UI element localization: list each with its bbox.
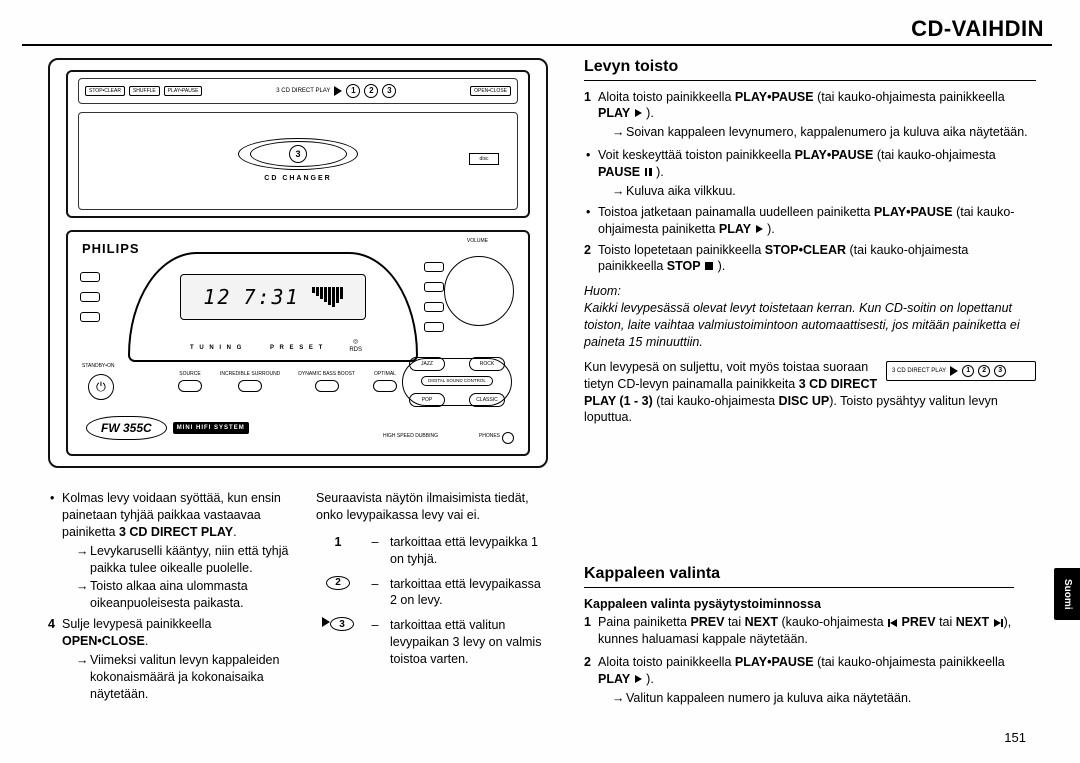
right-column: Levyn toisto 1 Aloita toisto painikkeell…: [584, 56, 1036, 426]
next-icon: [994, 614, 1003, 631]
play-icon: [635, 109, 642, 117]
direct-play-label: 3 CD DIRECT PLAY: [276, 87, 330, 95]
bullet-list: Voit keskeyttää toiston painikkeella PLA…: [584, 147, 1036, 237]
lcd-display: 12 7:31: [180, 274, 366, 320]
section-heading: Levyn toisto: [584, 56, 1036, 78]
tray-top-strip: STOP•CLEAR SHUFFLE PLAY•PAUSE 3 CD DIREC…: [78, 78, 518, 104]
side-button: [80, 312, 100, 322]
dsc-jazz: JAZZ: [409, 357, 445, 371]
volume-knob: [444, 256, 514, 326]
legend-row: 3– tarkoittaa että valitun levypaikan 3 …: [316, 617, 548, 668]
disc-1-button: 1: [346, 84, 360, 98]
volume-label: VOLUME: [467, 238, 488, 245]
play-glyph: [334, 86, 342, 96]
tuning-label: T U N I N G: [190, 344, 243, 352]
result-line: Toisto alkaa aina ulommasta oikeanpuolei…: [62, 578, 298, 612]
display-bezel: 12 7:31 T U N I N G P R E S E T ◎RDS: [128, 252, 418, 362]
mid-controls: SOURCE INCREDIBLE SURROUND DYNAMIC BASS …: [178, 371, 397, 392]
side-button: [424, 282, 444, 292]
result-line: Levykaruselli kääntyy, niin että tyhjä p…: [62, 543, 298, 577]
tray-btn: SHUFFLE: [129, 86, 160, 97]
device-illustration: STOP•CLEAR SHUFFLE PLAY•PAUSE 3 CD DIREC…: [48, 58, 548, 468]
direct-play-inset: 3 CD DIRECT PLAY 123: [886, 361, 1036, 381]
steps-list: 2 Toisto lopetetaan painikkeella STOP•CL…: [584, 242, 1036, 276]
language-tab: Suomi: [1054, 568, 1080, 620]
dsc-pop: POP: [409, 393, 445, 407]
play-glyph: [950, 366, 958, 376]
lower-left-col: Kolmas levy voidaan syöttää, kun ensin p…: [48, 490, 298, 709]
section-2: Kappaleen valinta Kappaleen valinta pysä…: [584, 563, 1014, 713]
section-rule: [584, 587, 1014, 588]
tray-btn: PLAY•PAUSE: [164, 86, 203, 97]
result-line: Valitun kappaleen numero ja kuluva aika …: [598, 690, 1014, 707]
phones-jack-icon: [502, 432, 514, 444]
step-4: 4 Sulje levypesä painikkeella OPEN•CLOSE…: [48, 616, 298, 702]
play-icon: [635, 675, 642, 683]
bullet: Voit keskeyttää toiston painikkeella PLA…: [584, 147, 1036, 200]
preset-label: P R E S E T: [270, 344, 324, 352]
cd-tray: STOP•CLEAR SHUFFLE PLAY•PAUSE 3 CD DIREC…: [66, 70, 530, 218]
model-number: FW 355C: [86, 416, 167, 440]
bullet: Toistoa jatketaan painamalla uudelleen p…: [584, 204, 1036, 238]
play-glyph: [322, 617, 330, 627]
note-heading: Huom:: [584, 283, 1036, 300]
model-sub: MINI HIFI SYSTEM: [173, 422, 249, 434]
cd-changer-icon: 3: [238, 138, 358, 170]
result-line: Soivan kappaleen levynumero, kappalenume…: [598, 124, 1036, 141]
changer-label: CD CHANGER: [264, 174, 331, 183]
brand-label: PHILIPS: [82, 240, 140, 258]
side-button: [424, 322, 444, 332]
bullet: Kolmas levy voidaan syöttää, kun ensin p…: [48, 490, 298, 612]
open-close-btn: OPEN•CLOSE: [470, 86, 511, 97]
compact-disc-logo: disc: [469, 153, 499, 165]
lcd-track: 12: [203, 284, 231, 311]
result-line: Kuluva aika vilkkuu.: [598, 183, 1036, 200]
lower-block: Kolmas levy voidaan syöttää, kun ensin p…: [48, 490, 548, 709]
sub-heading: Kappaleen valinta pysäytystoiminnossa: [584, 596, 1014, 613]
section-rule: [584, 80, 1036, 81]
dsc-center: DIGITAL SOUND CONTROL: [421, 376, 493, 386]
rds-label: ◎RDS: [349, 338, 362, 354]
steps-list: 1 Aloita toisto painikkeella PLAY•PAUSE …: [584, 89, 1036, 142]
result-line: Viimeksi valitun levyn kappaleiden kokon…: [62, 652, 298, 703]
step-1: 1 Aloita toisto painikkeella PLAY•PAUSE …: [584, 89, 1036, 142]
play-icon: [756, 225, 763, 233]
model-badge: FW 355C MINI HIFI SYSTEM: [86, 416, 249, 440]
phones-label: PHONES: [479, 433, 500, 440]
side-button: [424, 262, 444, 272]
page-number: 151: [1004, 729, 1026, 747]
prev-icon: [888, 614, 897, 631]
direct-play-group: 3 CD DIRECT PLAY 1 2 3: [276, 84, 396, 98]
after-note: 3 CD DIRECT PLAY 123 Kun levypesä on sul…: [584, 359, 1036, 427]
standby-label: STANDBY•ON: [82, 363, 115, 370]
tray-btn: STOP•CLEAR: [85, 86, 125, 97]
dsc-group: JAZZ ROCK POP CLASSIC DIGITAL SOUND CONT…: [402, 358, 512, 406]
control-panel: PHILIPS VOLUME 12 7:31 T U N I N G P R E…: [66, 230, 530, 456]
disc-2-button: 2: [364, 84, 378, 98]
pause-icon: [645, 168, 652, 176]
disc-3-button: 3: [382, 84, 396, 98]
side-button: [424, 302, 444, 312]
step-2: 2 Aloita toisto painikkeella PLAY•PAUSE …: [584, 654, 1014, 707]
dsc-rock: ROCK: [469, 357, 505, 371]
side-button: [80, 272, 100, 282]
stop-icon: [705, 262, 713, 270]
level-bars-icon: [312, 287, 343, 307]
note-body: Kaikki levypesässä olevat levyt toisteta…: [584, 300, 1036, 351]
title-rule: [22, 44, 1052, 46]
legend-row: 1– tarkoittaa että levypaikka 1 on tyhjä…: [316, 534, 548, 568]
dubbing-label: HIGH SPEED DUBBING: [383, 433, 438, 440]
tray-cover: 3 CD CHANGER disc: [78, 112, 518, 210]
page-title: CD-VAIHDIN: [911, 14, 1044, 44]
step-1: 1 Paina painiketta PREV tai NEXT (kauko-…: [584, 614, 1014, 648]
section-heading: Kappaleen valinta: [584, 563, 1014, 585]
legend-row: 2– tarkoittaa että levypaikassa 2 on lev…: [316, 576, 548, 610]
legend-intro: Seuraavista näytön ilmaisimista tiedät, …: [316, 490, 548, 524]
lcd-time: 7:31: [243, 284, 299, 311]
lower-right-col: Seuraavista näytön ilmaisimista tiedät, …: [316, 490, 548, 709]
side-button: [80, 292, 100, 302]
step-2: 2 Toisto lopetetaan painikkeella STOP•CL…: [584, 242, 1036, 276]
dsc-classic: CLASSIC: [469, 393, 505, 407]
power-icon: ⏻: [88, 374, 114, 400]
